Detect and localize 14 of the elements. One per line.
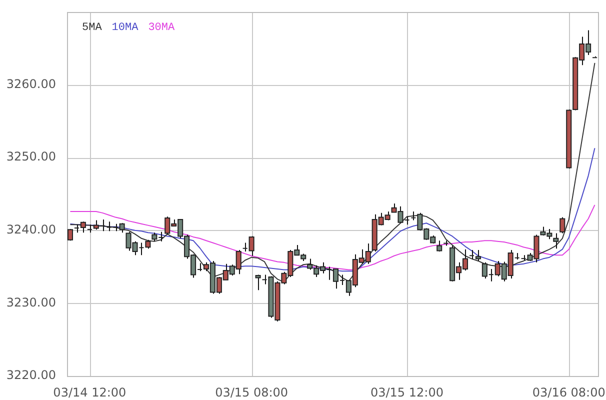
x-tick-label: 03/15 12:00 bbox=[370, 385, 444, 400]
y-tick-label: 3260.00 bbox=[6, 76, 56, 91]
y-tick-label: 3250.00 bbox=[6, 150, 56, 164]
x-tick-label: 03/14 12:00 bbox=[53, 385, 126, 400]
text: 5MA bbox=[82, 22, 102, 34]
candlestick bbox=[469, 250, 474, 260]
y-tick-label: 3220.00 bbox=[6, 368, 56, 382]
text: 30MA bbox=[148, 22, 176, 34]
x-tick-label: 03/16 08:00 bbox=[532, 385, 606, 400]
y-tick-label: 3230.00 bbox=[6, 295, 56, 310]
y-tick-label: 3240.00 bbox=[6, 222, 56, 237]
candlestick bbox=[106, 221, 112, 232]
text: 10MA bbox=[112, 22, 139, 34]
x-tick-label: 03/15 08:00 bbox=[215, 385, 288, 400]
